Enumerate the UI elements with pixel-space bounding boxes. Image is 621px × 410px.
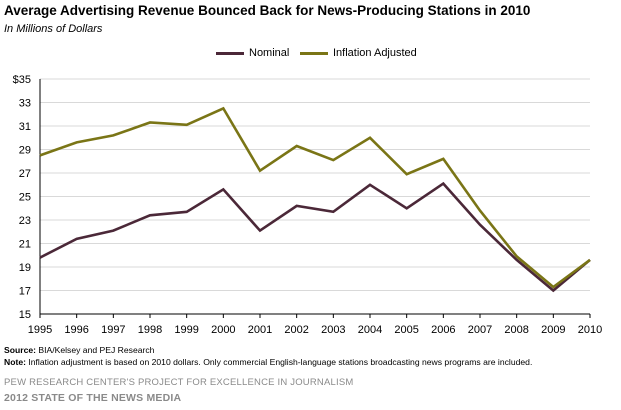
y-tick-label: 15 (19, 309, 31, 321)
y-tick-label: 33 (19, 98, 31, 110)
legend-swatch-nominal (216, 51, 244, 55)
note-text: Inflation adjustment is based on 2010 do… (28, 356, 533, 367)
chart-notes: Source: BIA/Kelsey and PEJ Research Note… (4, 345, 532, 368)
source-label: Source: (4, 345, 36, 355)
x-tick-label: 2008 (504, 324, 528, 336)
chart-subtitle: In Millions of Dollars (4, 23, 103, 35)
legend-label-inflation-adjusted: Inflation Adjusted (333, 47, 417, 59)
legend-item-inflation-adjusted: Inflation Adjusted (300, 47, 417, 59)
legend-label-nominal: Nominal (249, 47, 290, 59)
x-tick-label: 1997 (101, 324, 125, 336)
x-tick-label: 2006 (431, 324, 455, 336)
y-tick-label: 25 (19, 192, 31, 204)
x-tick-label: 2004 (358, 324, 382, 336)
y-tick-label: $35 (13, 74, 31, 86)
y-tick-label: 27 (19, 168, 31, 180)
chart-title: Average Advertising Revenue Bounced Back… (4, 3, 531, 18)
x-tick-label: 2009 (541, 324, 565, 336)
x-tick-label: 1996 (64, 324, 88, 336)
x-tick-label: 2005 (394, 324, 418, 336)
y-tick-label: 17 (19, 286, 31, 298)
y-tick-label: 31 (19, 121, 31, 133)
x-tick-label: 1999 (174, 324, 198, 336)
x-tick-label: 1995 (28, 324, 52, 336)
x-tick-label: 2000 (211, 324, 235, 336)
x-tick-label: 1998 (138, 324, 162, 336)
line-chart: 15 17 19 21 23 25 27 29 31 33 $35 1995 1996 1997 1998 1… (13, 74, 603, 336)
note-line: Note: Inflation adjustment is based on 2… (4, 357, 532, 369)
x-tick-label: 2010 (578, 324, 602, 336)
credit-line-1: PEW RESEARCH CENTER'S PROJECT FOR EXCELL… (4, 377, 354, 388)
y-tick-label: 19 (19, 262, 31, 274)
x-tick-label: 2002 (284, 324, 308, 336)
y-tick-label: 29 (19, 145, 31, 157)
x-tick-label: 2007 (468, 324, 492, 336)
y-tick-label: 23 (19, 215, 31, 227)
note-label: Note: (4, 356, 26, 367)
x-tick-label: 2001 (248, 324, 272, 336)
x-tick-label: 2003 (321, 324, 345, 336)
series-line-nominal (39, 181, 591, 293)
credit-line-2: 2012 STATE OF THE NEWS MEDIA (4, 392, 182, 404)
legend: Nominal Inflation Adjusted (0, 47, 621, 63)
legend-item-nominal: Nominal (216, 47, 289, 59)
legend-swatch-inflation-adjusted (300, 51, 328, 55)
source-line: Source: BIA/Kelsey and PEJ Research (4, 345, 532, 357)
y-tick-label: 21 (19, 239, 31, 251)
source-text: BIA/Kelsey and PEJ Research (38, 345, 155, 355)
series-line-inflation-adjusted (39, 106, 591, 289)
